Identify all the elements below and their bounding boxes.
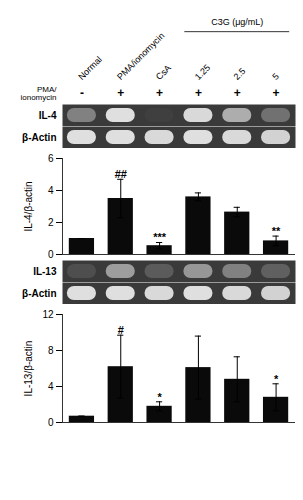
svg-text:-: -: [80, 86, 84, 100]
svg-text:#: #: [118, 324, 124, 336]
svg-text:**: **: [272, 225, 281, 237]
svg-text:0: 0: [48, 417, 54, 428]
svg-text:2: 2: [48, 217, 54, 228]
svg-text:##: ##: [115, 168, 127, 180]
svg-text:+: +: [234, 86, 241, 100]
svg-text:+: +: [156, 86, 163, 100]
svg-text:+: +: [273, 86, 280, 100]
svg-text:0: 0: [48, 249, 54, 260]
svg-text:β-Actin: β-Actin: [22, 132, 56, 143]
svg-text:***: ***: [153, 231, 167, 243]
svg-text:*: *: [157, 391, 162, 403]
svg-text:Normal: Normal: [76, 54, 104, 82]
svg-text:4: 4: [48, 381, 54, 392]
svg-text:*: *: [274, 373, 279, 385]
svg-text:1.25: 1.25: [193, 62, 212, 81]
svg-text:PMA/ionomycin: PMA/ionomycin: [115, 30, 167, 82]
svg-text:+: +: [117, 86, 124, 100]
svg-text:β-Actin: β-Actin: [22, 288, 56, 299]
svg-text:6: 6: [48, 153, 54, 164]
svg-text:IL-13/β-actin: IL-13/β-actin: [23, 341, 34, 397]
svg-text:12: 12: [42, 309, 54, 320]
svg-text:+: +: [195, 86, 202, 100]
svg-text:IL-4: IL-4: [39, 110, 57, 121]
svg-text:C3G (μg/mL): C3G (μg/mL): [211, 17, 263, 27]
svg-text:IL-13: IL-13: [33, 266, 57, 277]
svg-text:5: 5: [270, 71, 281, 82]
svg-text:4: 4: [48, 185, 54, 196]
svg-text:PMA/ionomycin: PMA/ionomycin: [20, 85, 57, 102]
svg-text:CsA: CsA: [154, 63, 173, 82]
svg-text:2.5: 2.5: [232, 66, 248, 82]
svg-text:IL-4/β-actin: IL-4/β-actin: [23, 181, 34, 231]
svg-text:8: 8: [48, 345, 54, 356]
